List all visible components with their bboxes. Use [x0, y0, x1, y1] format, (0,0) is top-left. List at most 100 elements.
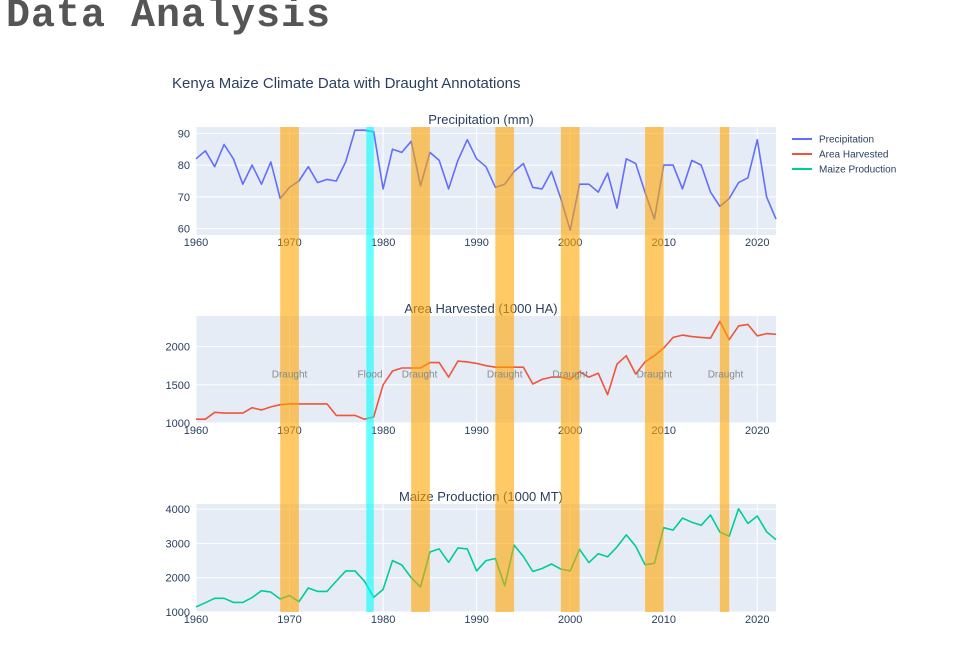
data-point: [401, 564, 403, 566]
legend-item-maize-production[interactable]: Maize Production: [792, 165, 896, 176]
data-point: [204, 418, 206, 420]
annotations: Draught Flood Draught Draught Draught Draught…: [272, 369, 744, 380]
data-point: [307, 403, 309, 405]
data-point: [335, 580, 337, 582]
data-point: [223, 412, 225, 414]
draught-annotation: Draught: [272, 369, 308, 380]
data-point: [700, 164, 702, 166]
data-point: [251, 407, 253, 409]
data-point: [765, 531, 767, 533]
data-point: [532, 186, 534, 188]
subplot-title: Precipitation (mm): [428, 112, 533, 127]
data-point: [475, 362, 477, 364]
data-point: [756, 335, 758, 337]
x-tick-label: 1960: [184, 614, 208, 626]
data-point: [438, 548, 440, 550]
data-point: [588, 561, 590, 563]
data-point: [438, 159, 440, 161]
panel-1: 607080901960197019801990200020102020Prec…: [178, 112, 777, 249]
data-point: [597, 372, 599, 374]
data-point: [588, 376, 590, 378]
data-point: [214, 166, 216, 168]
draught-band: [645, 127, 664, 612]
data-point: [326, 590, 328, 592]
data-point: [335, 414, 337, 416]
data-point: [466, 139, 468, 141]
data-point: [447, 188, 449, 190]
legend-item-precipitation[interactable]: Precipitation: [792, 135, 874, 146]
data-point: [775, 218, 777, 220]
data-point: [691, 159, 693, 161]
chart-title: Kenya Maize Climate Data with Draught An…: [172, 75, 521, 92]
flood-annotation: Flood: [357, 369, 382, 380]
data-point: [747, 323, 749, 325]
flood-band: [366, 127, 374, 612]
data-point: [681, 517, 683, 519]
x-tick-label: 1990: [464, 425, 488, 437]
panel-2: 1000150020001960197019801990200020102020…: [166, 301, 777, 437]
legend[interactable]: Precipitation Area Harvested Maize Product…: [792, 135, 896, 176]
data-point: [457, 159, 459, 161]
data-point: [475, 570, 477, 572]
data-point: [335, 180, 337, 182]
legend-label: Maize Production: [819, 165, 896, 176]
data-point: [354, 570, 356, 572]
data-point: [382, 188, 384, 190]
y-tick-label: 2000: [166, 573, 190, 585]
data-point: [606, 556, 608, 558]
data-point: [307, 166, 309, 168]
y-tick-label: 60: [178, 224, 190, 236]
data-point: [260, 409, 262, 411]
data-point: [635, 162, 637, 164]
y-tick-label: 80: [178, 160, 190, 172]
x-tick-label: 2020: [745, 614, 769, 626]
data-point: [672, 529, 674, 531]
data-point: [765, 196, 767, 198]
data-point: [672, 164, 674, 166]
data-point: [307, 587, 309, 589]
draught-annotation: Draught: [708, 369, 744, 380]
data-point: [606, 172, 608, 174]
data-point: [625, 355, 627, 357]
draught-band: [411, 127, 430, 612]
data-point: [260, 183, 262, 185]
data-point: [214, 597, 216, 599]
data-point: [775, 333, 777, 335]
data-point: [382, 588, 384, 590]
data-point: [522, 366, 524, 368]
y-tick-label: 90: [178, 128, 190, 140]
data-point: [709, 337, 711, 339]
data-point: [681, 334, 683, 336]
data-point: [709, 191, 711, 193]
data-point: [251, 596, 253, 598]
data-point: [354, 414, 356, 416]
draught-band: [495, 127, 515, 612]
data-point: [270, 591, 272, 593]
data-point: [326, 403, 328, 405]
x-tick-label: 1960: [184, 237, 208, 249]
data-point: [541, 567, 543, 569]
data-point: [270, 406, 272, 408]
data-point: [204, 150, 206, 152]
data-point: [363, 580, 365, 582]
data-point: [625, 534, 627, 536]
x-tick-label: 2020: [745, 237, 769, 249]
legend-item-area-harvested[interactable]: Area Harvested: [792, 150, 888, 161]
y-tick-label: 1000: [166, 418, 190, 430]
data-point: [391, 148, 393, 150]
draught-band: [280, 127, 299, 612]
data-point: [737, 508, 739, 510]
data-point: [447, 376, 449, 378]
data-point: [522, 162, 524, 164]
data-point: [195, 606, 197, 608]
x-tick-label: 2010: [651, 614, 675, 626]
data-point: [363, 129, 365, 131]
data-point: [616, 363, 618, 365]
x-tick-label: 2020: [745, 425, 769, 437]
data-point: [270, 161, 272, 163]
data-point: [700, 524, 702, 526]
data-point: [223, 597, 225, 599]
data-point: [532, 383, 534, 385]
x-tick-label: 1980: [371, 425, 395, 437]
subplot-title: Maize Production (1000 MT): [399, 489, 563, 504]
